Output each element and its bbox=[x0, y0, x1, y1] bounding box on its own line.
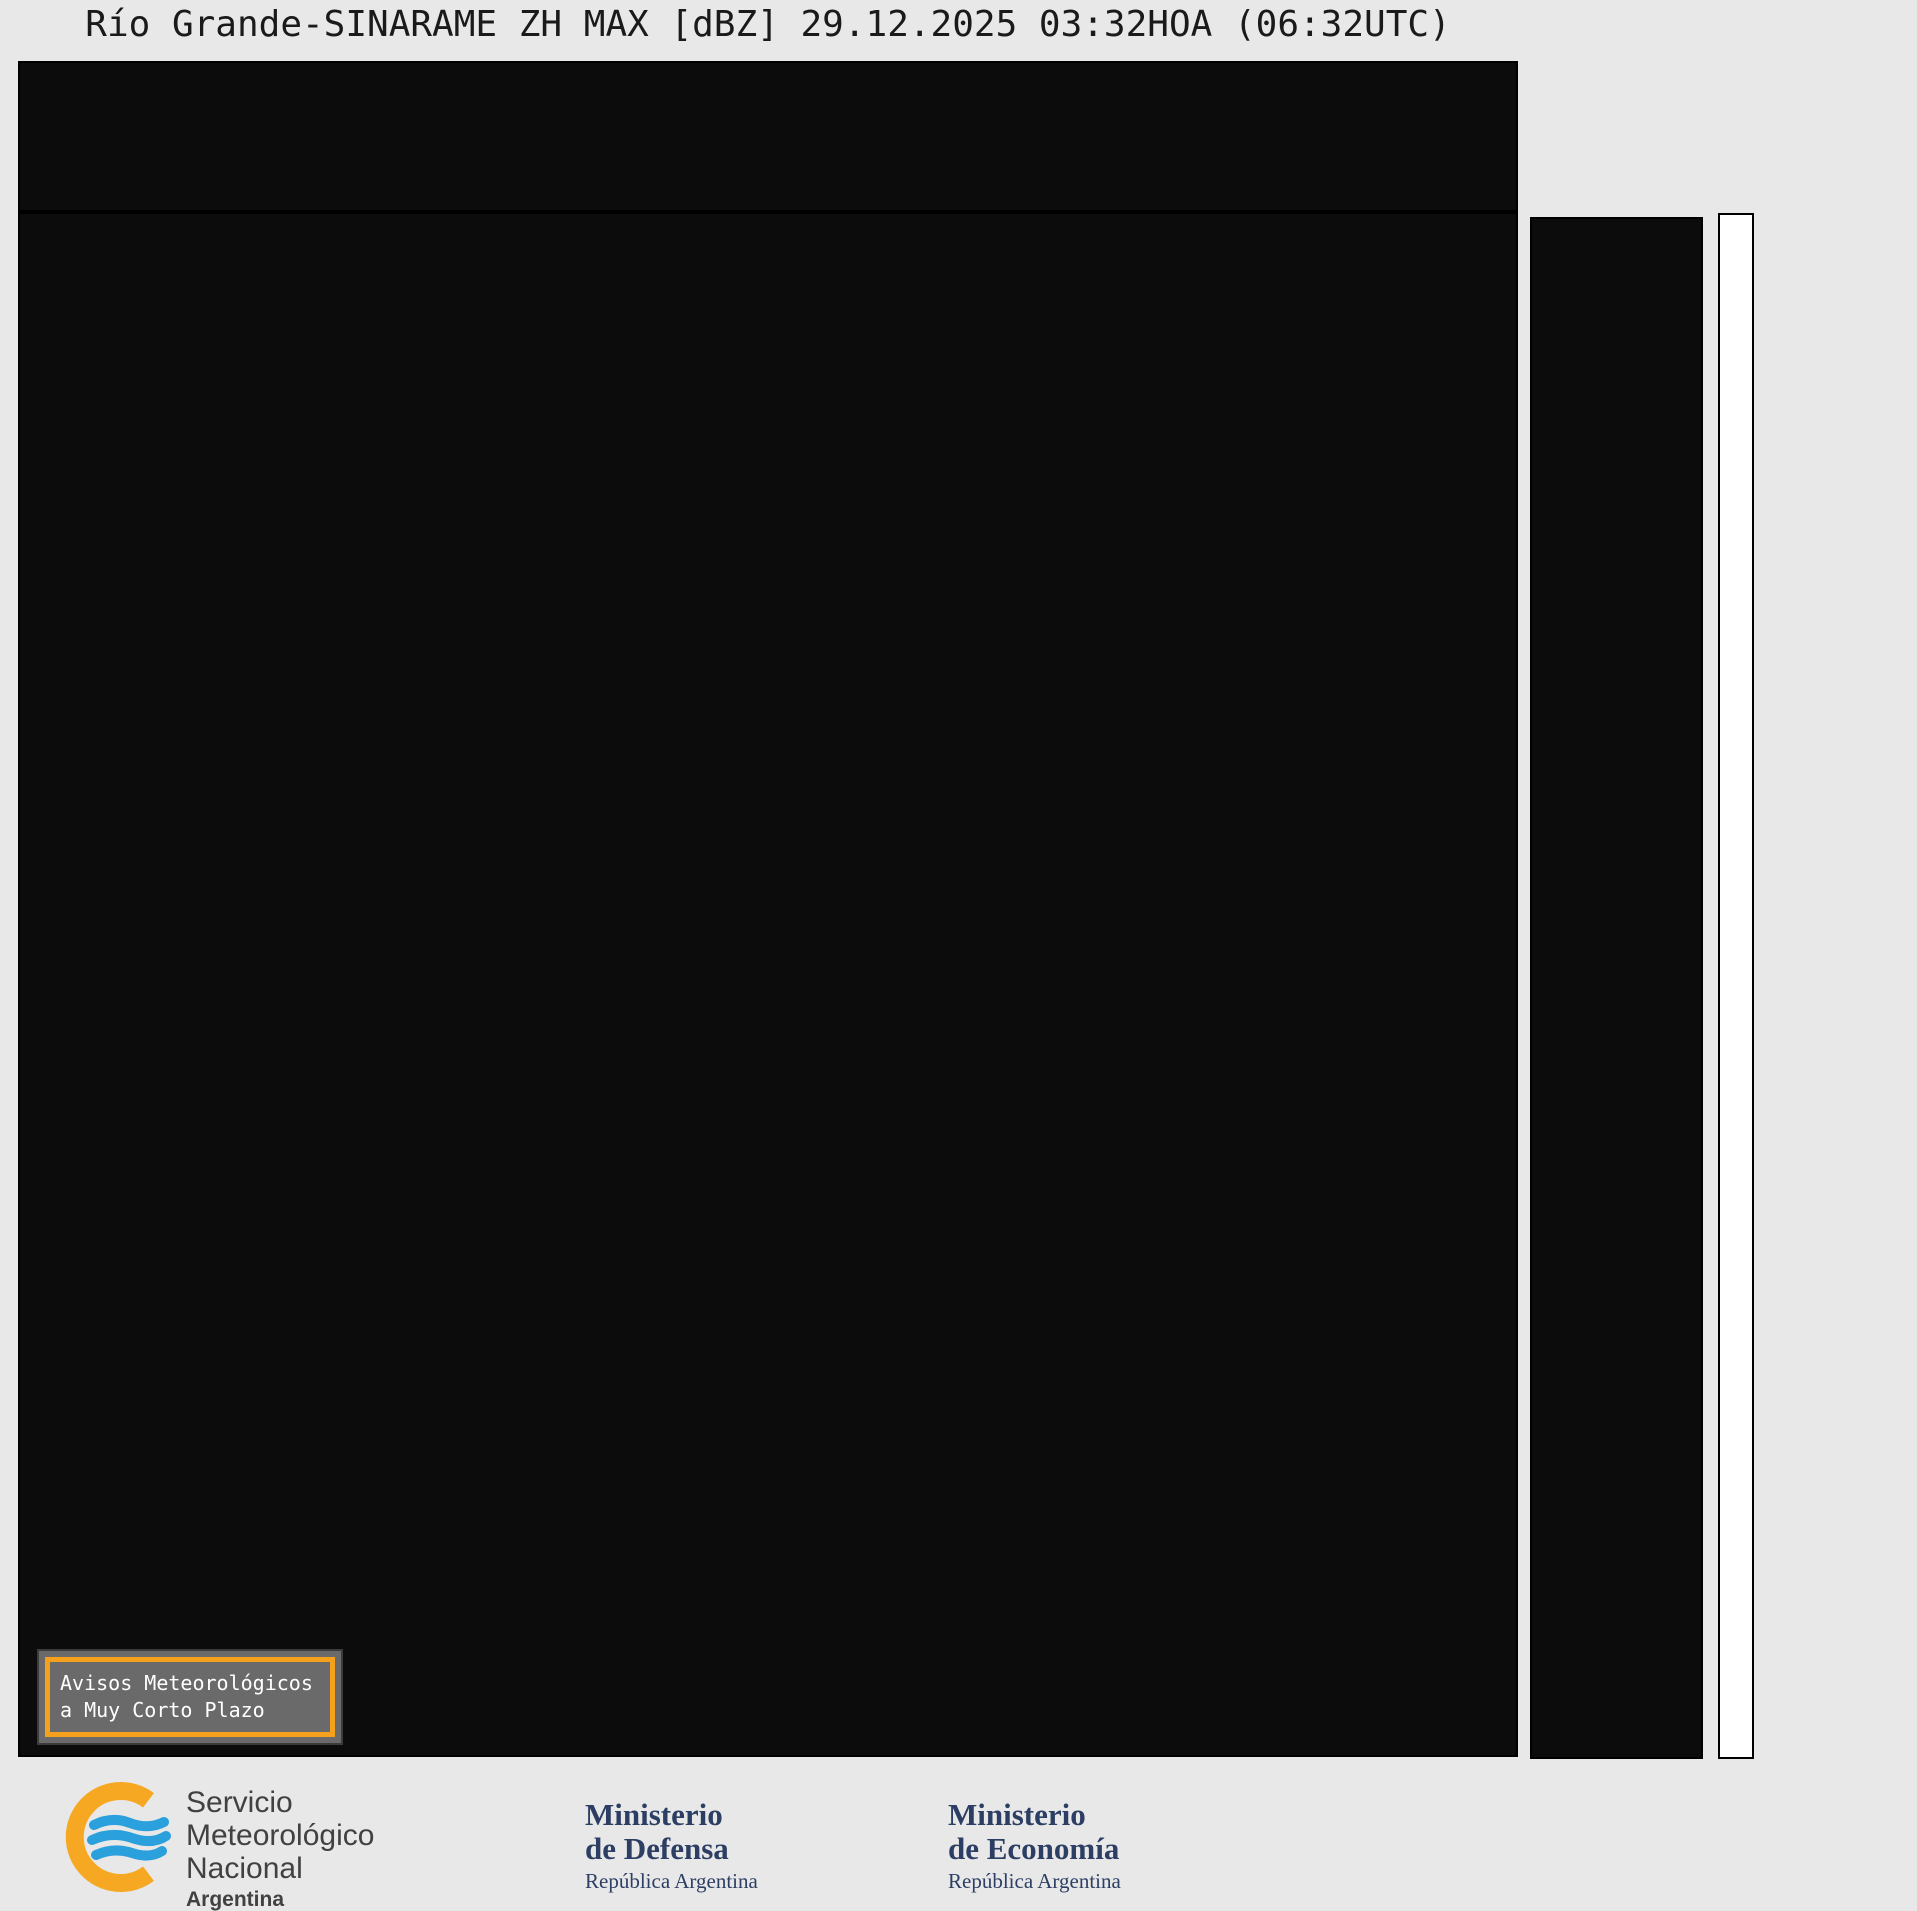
warning-line-1: Avisos Meteorológicos bbox=[60, 1671, 313, 1695]
economia-coat-of-arms-icon bbox=[855, 1768, 935, 1898]
ministry-name-line: de Defensa bbox=[585, 1831, 729, 1867]
warning-line-2: a Muy Corto Plazo bbox=[60, 1698, 265, 1722]
ministry-name-line: Ministerio bbox=[948, 1797, 1086, 1832]
smn-country-label: Argentina bbox=[186, 1888, 285, 1911]
ministry-name-line: de Economía bbox=[948, 1831, 1120, 1867]
cross-section-top-panel bbox=[18, 61, 1518, 212]
defensa-coat-of-arms-icon bbox=[492, 1768, 572, 1898]
radar-map-panel bbox=[18, 212, 1518, 1757]
radar-map-canvas bbox=[20, 214, 1516, 1755]
ministry-subtitle: República Argentina bbox=[948, 1869, 1121, 1894]
ministry-subtitle: República Argentina bbox=[585, 1869, 758, 1894]
ministry-name-line: Ministerio bbox=[585, 1797, 723, 1832]
dbz-colorbar-ticks bbox=[1752, 213, 1912, 1759]
warning-banner-inner: Avisos Meteorológicos a Muy Corto Plazo bbox=[45, 1657, 335, 1737]
smn-logo-text: Servicio Meteorológico Nacional Argentin… bbox=[186, 1786, 374, 1911]
ministry-defensa-text: Ministerio de Defensa República Argentin… bbox=[585, 1797, 758, 1894]
dbz-colorbar bbox=[1718, 213, 1754, 1759]
cross-section-right-canvas bbox=[1532, 219, 1701, 1757]
smn-logo-icon bbox=[65, 1782, 171, 1892]
smn-org-line: Servicio bbox=[186, 1786, 293, 1819]
cross-section-top-canvas bbox=[20, 63, 1516, 210]
warning-banner[interactable]: Avisos Meteorológicos a Muy Corto Plazo bbox=[37, 1649, 343, 1745]
ministry-economia-text: Ministerio de Economía República Argenti… bbox=[948, 1797, 1121, 1894]
product-title: Río Grande-SINARAME ZH MAX [dBZ] 29.12.2… bbox=[85, 4, 1451, 45]
cross-section-right-panel bbox=[1530, 217, 1703, 1759]
smn-org-line: Meteorológico bbox=[186, 1819, 375, 1852]
smn-org-line: Nacional bbox=[186, 1852, 303, 1885]
